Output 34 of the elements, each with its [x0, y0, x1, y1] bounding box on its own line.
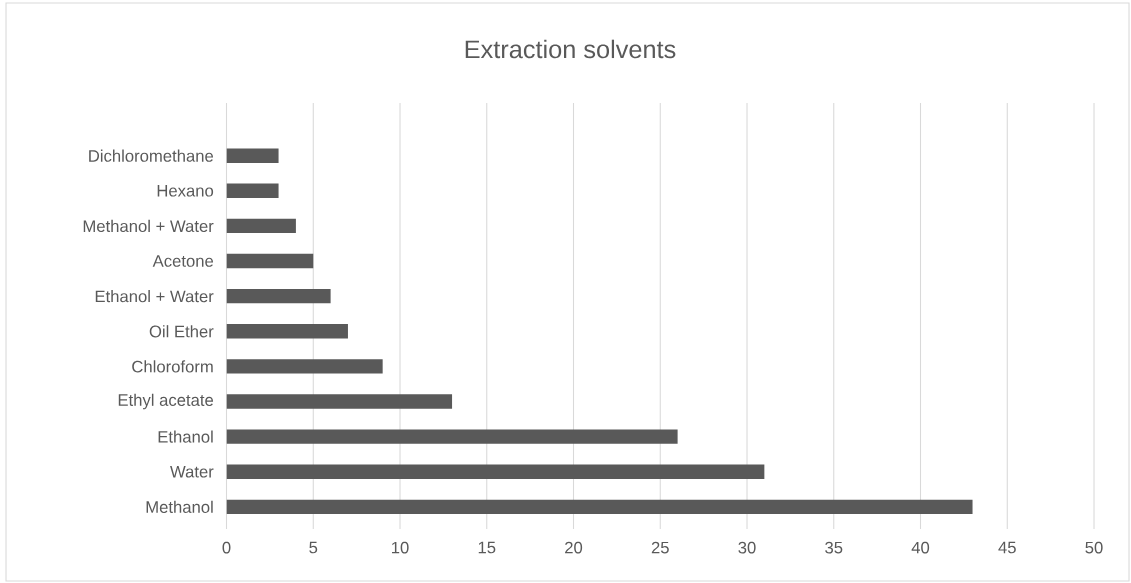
bar [226, 148, 279, 163]
y-tick-label: Ethyl acetate [118, 393, 214, 410]
bar [226, 324, 348, 339]
x-tick-label: 15 [478, 541, 496, 554]
y-tick-label: Water [170, 465, 214, 478]
y-tick-label: Chloroform [132, 360, 213, 373]
bar [226, 499, 973, 515]
x-tick-label: 0 [222, 541, 231, 554]
bar [226, 359, 383, 374]
x-tick-label: 10 [392, 541, 409, 554]
y-tick-label: Acetone [152, 255, 214, 267]
bar [226, 429, 678, 444]
x-tick-label: 35 [825, 541, 843, 554]
y-tick-label: Methanol [146, 500, 213, 513]
y-tick-label: Methanol + Water [83, 219, 214, 233]
chart-title: Extraction solvents [465, 39, 676, 59]
x-tick-label: 50 [1085, 541, 1103, 554]
bar [226, 394, 453, 409]
y-tick-label: Dichloromethane [89, 149, 214, 162]
x-tick-label: 5 [309, 541, 318, 554]
bar [226, 288, 331, 304]
x-tick-label: 45 [998, 541, 1016, 554]
x-tick-label: 20 [565, 541, 583, 554]
bar [226, 183, 279, 198]
x-tick-label: 40 [911, 541, 930, 554]
y-tick-label: Ethanol + Water [95, 290, 214, 303]
y-tick-label: Ethanol [158, 430, 213, 443]
bar [226, 464, 765, 479]
y-tick-label: Oil Ether [149, 325, 214, 338]
bar [226, 253, 314, 269]
y-tick-label: Hexano [157, 184, 214, 197]
x-tick-label: 25 [651, 541, 669, 554]
bar [226, 218, 296, 234]
x-tick-label: 30 [738, 541, 756, 554]
